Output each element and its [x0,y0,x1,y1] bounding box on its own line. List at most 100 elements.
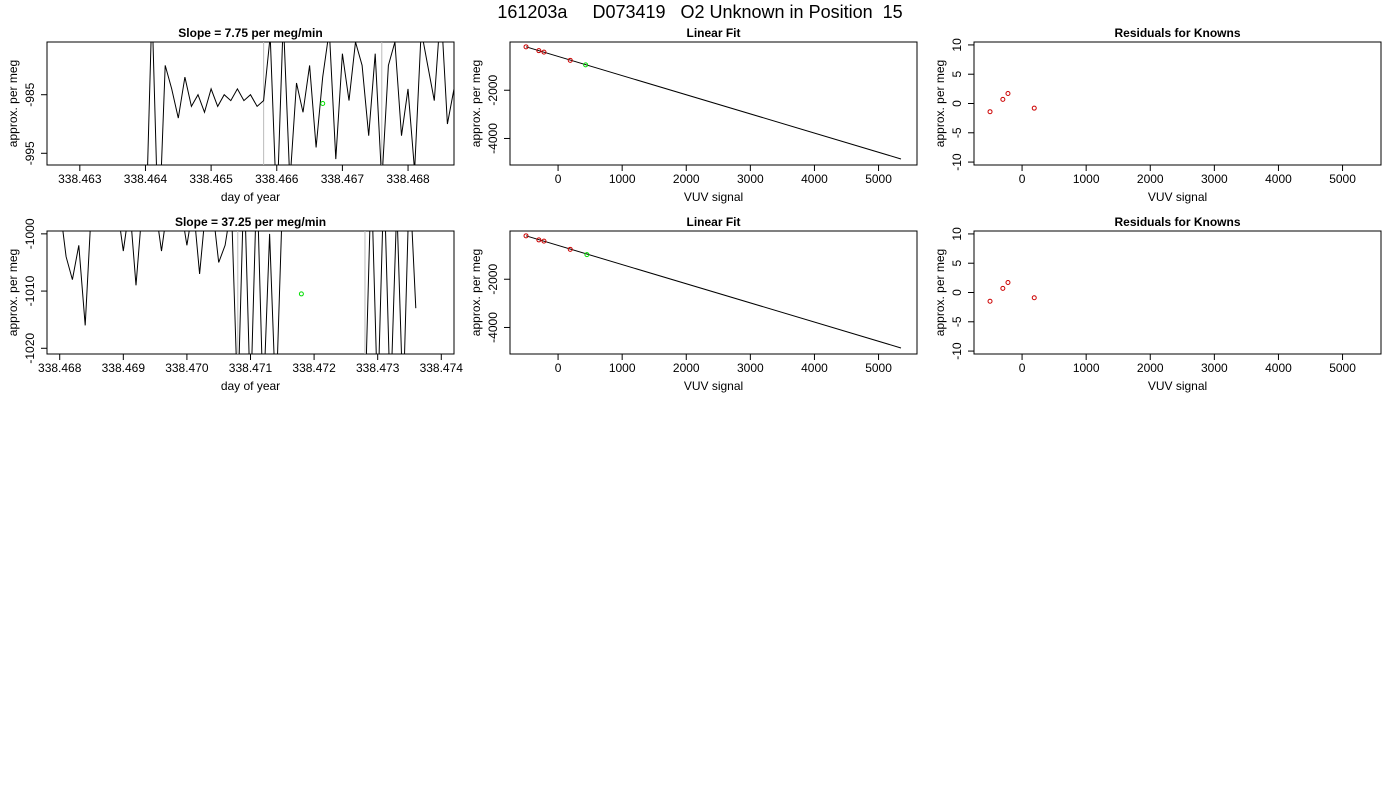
x-tick-label: 0 [555,361,562,375]
fit-line [525,46,902,160]
series-line [365,231,417,354]
page-title: 161203a D073419 O2 Unknown in Position 1… [497,2,903,22]
y-tick-label: 10 [950,38,964,52]
plot-frame [509,230,918,355]
x-tick-label: 1000 [1073,172,1100,186]
known-point [536,237,542,243]
x-tick-label: 5000 [865,361,892,375]
known-point [987,109,993,115]
y-tick-label: 10 [950,227,964,241]
unknown-point [298,291,304,297]
y-axis-label: approx. per meg [6,60,20,147]
x-tick-label: 338.468 [38,361,82,375]
y-tick-label: -10 [950,153,964,171]
x-tick-label: 338.474 [420,361,464,375]
unknown-point [584,252,590,258]
known-point [1000,96,1006,102]
known-point [567,246,573,252]
known-point [523,233,529,239]
unknown-point [320,101,326,106]
x-tick-label: 338.465 [189,172,233,186]
y-tick-label: 5 [950,260,964,267]
known-point [536,48,542,54]
x-tick-label: 4000 [1265,361,1292,375]
known-point [523,44,529,50]
x-tick-label: 338.463 [58,172,102,186]
y-tick-label: -1010 [23,275,37,306]
x-tick-label: 4000 [801,172,828,186]
known-point [1005,280,1011,286]
x-axis-label: VUV signal [684,379,743,393]
known-point [541,49,547,55]
y-tick-label: -995 [23,141,37,165]
y-axis-label: approx. per meg [469,60,483,147]
x-tick-label: 1000 [609,361,636,375]
plot-frame [973,41,1382,166]
x-tick-label: 4000 [801,361,828,375]
x-tick-label: 0 [555,172,562,186]
chart-title: Residuals for Knowns [1114,26,1240,40]
plot-frame [46,41,455,166]
known-point [1031,105,1037,111]
y-tick-label: 0 [950,100,964,107]
x-tick-label: 3000 [737,172,764,186]
x-axis-label: VUV signal [1148,190,1207,204]
x-tick-label: 338.470 [165,361,209,375]
x-tick-label: 338.469 [102,361,146,375]
y-tick-label: -1020 [23,333,37,364]
y-tick-label: 5 [950,71,964,78]
x-tick-label: 2000 [1137,361,1164,375]
x-tick-label: 338.471 [229,361,273,375]
plot-frame [46,230,455,355]
plot-area [523,233,902,349]
x-tick-label: 338.466 [255,172,299,186]
plot-frame [973,230,1382,355]
x-tick-label: 0 [1019,172,1026,186]
y-axis-label: approx. per meg [6,249,20,336]
known-point [1000,285,1006,291]
chart-resid-bottom: Residuals for Knowns VUV signal approx. pe… [933,215,1382,393]
y-axis-label: approx. per meg [933,249,947,336]
y-tick-label: -5 [950,127,964,138]
series-line [147,42,454,165]
x-tick-label: 5000 [865,172,892,186]
x-axis-label: VUV signal [684,190,743,204]
known-point [1031,295,1037,301]
y-axis-label: approx. per meg [933,60,947,147]
x-tick-label: 2000 [673,361,700,375]
x-tick-label: 1000 [1073,361,1100,375]
chart-fit-top: Linear Fit VUV signal approx. per meg 0 1000… [469,26,918,204]
x-tick-label: 338.472 [292,361,336,375]
x-tick-label: 1000 [609,172,636,186]
plot-area [987,91,1037,115]
known-point [567,57,573,63]
plot-frame [509,41,918,166]
plot-area [523,44,902,160]
x-tick-label: 3000 [1201,361,1228,375]
chart-title: Residuals for Knowns [1114,215,1240,229]
unknown-point [583,62,589,68]
y-tick-label: -2000 [486,264,500,295]
known-point [987,298,993,304]
chart-title: Linear Fit [686,26,740,40]
y-tick-label: -5 [950,316,964,327]
x-tick-label: 0 [1019,361,1026,375]
x-axis-label: day of year [221,379,280,393]
plot-area [987,280,1037,304]
plot-area [147,42,454,165]
known-point [541,238,547,244]
y-tick-label: -4000 [486,312,500,343]
chart-resid-top: Residuals for Knowns VUV signal approx. pe… [933,26,1382,204]
x-tick-label: 3000 [1201,172,1228,186]
known-point [1005,91,1011,97]
chart-time-top: Slope = 7.75 per meg/min day of year appro… [6,26,455,204]
chart-fit-bottom: Linear Fit VUV signal approx. per meg 0 1000… [469,215,918,393]
y-tick-label: -4000 [486,123,500,154]
x-tick-label: 338.464 [124,172,168,186]
x-axis-label: VUV signal [1148,379,1207,393]
y-tick-label: -10 [950,342,964,360]
plot-area [62,231,417,354]
y-tick-label: 0 [950,289,964,296]
chart-title: Linear Fit [686,215,740,229]
